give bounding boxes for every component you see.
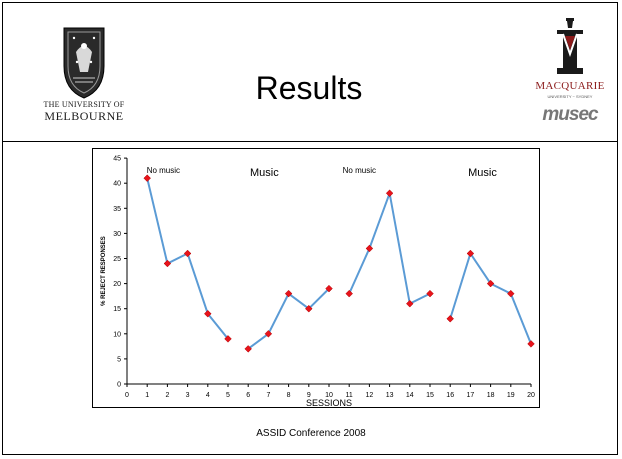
y-tick-label: 5	[117, 356, 121, 363]
x-tick-label: 4	[206, 392, 210, 399]
y-tick-label: 10	[113, 331, 121, 338]
y-tick-label: 25	[113, 256, 121, 263]
x-tick-label: 1	[145, 392, 149, 399]
series-line	[248, 289, 329, 349]
x-tick-label: 14	[406, 392, 414, 399]
data-point	[184, 250, 191, 257]
chart: 0 5 10 15 20 25 30 35 40 45 0 1 2 3 4 5 6 7 8 9 10 11 12 13 14 15…	[92, 148, 540, 408]
musec-logo-text: musec	[525, 104, 615, 126]
x-tick-label: 7	[266, 392, 270, 399]
data-point	[346, 290, 353, 297]
phase-label: Music	[468, 167, 497, 179]
x-tick-label: 0	[125, 392, 129, 399]
divider	[2, 141, 618, 142]
y-tick-label: 0	[117, 382, 121, 389]
series-line	[349, 193, 430, 303]
x-tick-label: 6	[246, 392, 250, 399]
macquarie-lighthouse-icon	[525, 14, 615, 80]
x-tick-label: 8	[287, 392, 291, 399]
y-tick-label: 20	[113, 281, 121, 288]
x-tick-label: 16	[446, 392, 454, 399]
x-tick-label: 2	[165, 392, 169, 399]
data-point	[164, 260, 171, 267]
x-axis-label: SESSIONS	[306, 398, 352, 407]
macquarie-logo-sub: UNIVERSITY ~ SYDNEY	[525, 94, 615, 99]
data-point	[406, 300, 413, 307]
data-point	[528, 340, 535, 347]
phase-label: No music	[343, 166, 376, 175]
x-tick-label: 12	[366, 392, 374, 399]
melbourne-logo-line2: MELBOURNE	[28, 109, 140, 124]
x-tick-label: 17	[467, 392, 475, 399]
x-tick-label: 20	[527, 392, 535, 399]
y-tick-label: 30	[113, 231, 121, 238]
y-tick-label: 15	[113, 306, 121, 313]
data-point	[144, 175, 151, 182]
y-tick-label: 45	[113, 156, 121, 163]
series-line	[450, 253, 531, 343]
x-tick-label: 5	[226, 392, 230, 399]
slide-footer: ASSID Conference 2008	[0, 428, 622, 439]
x-tick-label: 19	[507, 392, 515, 399]
phase-label: No music	[147, 166, 180, 175]
data-point	[507, 290, 514, 297]
macquarie-logo: MACQUARIE UNIVERSITY ~ SYDNEY musec	[525, 14, 615, 139]
data-point	[366, 245, 373, 252]
y-tick-label: 35	[113, 206, 121, 213]
series-line	[147, 178, 228, 339]
data-point	[447, 315, 454, 322]
data-point	[386, 190, 393, 197]
y-tick-label: 40	[113, 181, 121, 188]
x-tick-label: 18	[487, 392, 495, 399]
x-tick-label: 3	[186, 392, 190, 399]
phase-label: Music	[250, 167, 279, 179]
data-point	[427, 290, 434, 297]
x-tick-label: 13	[386, 392, 394, 399]
y-axis-label: % REJECT RESPONSES	[101, 236, 107, 306]
x-tick-label: 15	[426, 392, 434, 399]
macquarie-logo-name: MACQUARIE	[525, 80, 615, 92]
